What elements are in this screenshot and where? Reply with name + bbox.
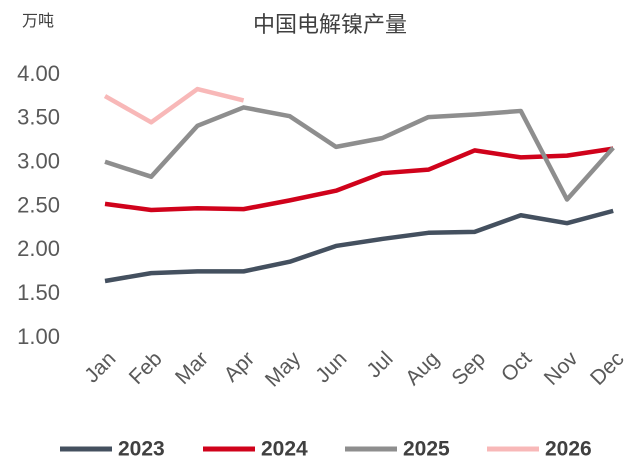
- series-line: [103, 86, 245, 125]
- y-tick-label: 2.50: [17, 192, 60, 217]
- legend-label: 2025: [403, 438, 450, 460]
- y-tick-label: 4.00: [17, 61, 60, 86]
- x-tick-label: Jan: [80, 347, 120, 387]
- chart-title: 中国电解镍产量: [253, 12, 407, 37]
- series-line: [104, 105, 615, 202]
- x-tick-label: Jul: [362, 347, 397, 382]
- legend-label: 2024: [261, 438, 308, 460]
- series-line: [104, 146, 614, 213]
- x-tick-label: Sep: [447, 347, 490, 390]
- y-tick-label: 3.50: [17, 105, 60, 130]
- x-tick-label: May: [261, 347, 306, 392]
- x-tick-label: Apr: [220, 347, 259, 386]
- x-tick-label: Jun: [311, 347, 351, 387]
- y-tick-label: 1.00: [17, 324, 60, 349]
- y-tick-label: 1.50: [17, 280, 60, 305]
- y-tick-label: 3.00: [17, 148, 60, 173]
- legend-label: 2023: [118, 438, 165, 460]
- x-tick-label: Aug: [401, 347, 444, 390]
- y-axis-unit: 万吨: [22, 12, 54, 30]
- x-tick-label: Mar: [171, 347, 213, 389]
- x-tick-label: Nov: [540, 347, 583, 390]
- y-tick-label: 2.00: [17, 236, 60, 261]
- series-line: [104, 208, 614, 284]
- x-tick-label: Feb: [125, 347, 167, 389]
- x-tick-label: Oct: [497, 347, 536, 386]
- x-tick-label: Dec: [586, 347, 627, 390]
- legend-label: 2026: [545, 438, 592, 460]
